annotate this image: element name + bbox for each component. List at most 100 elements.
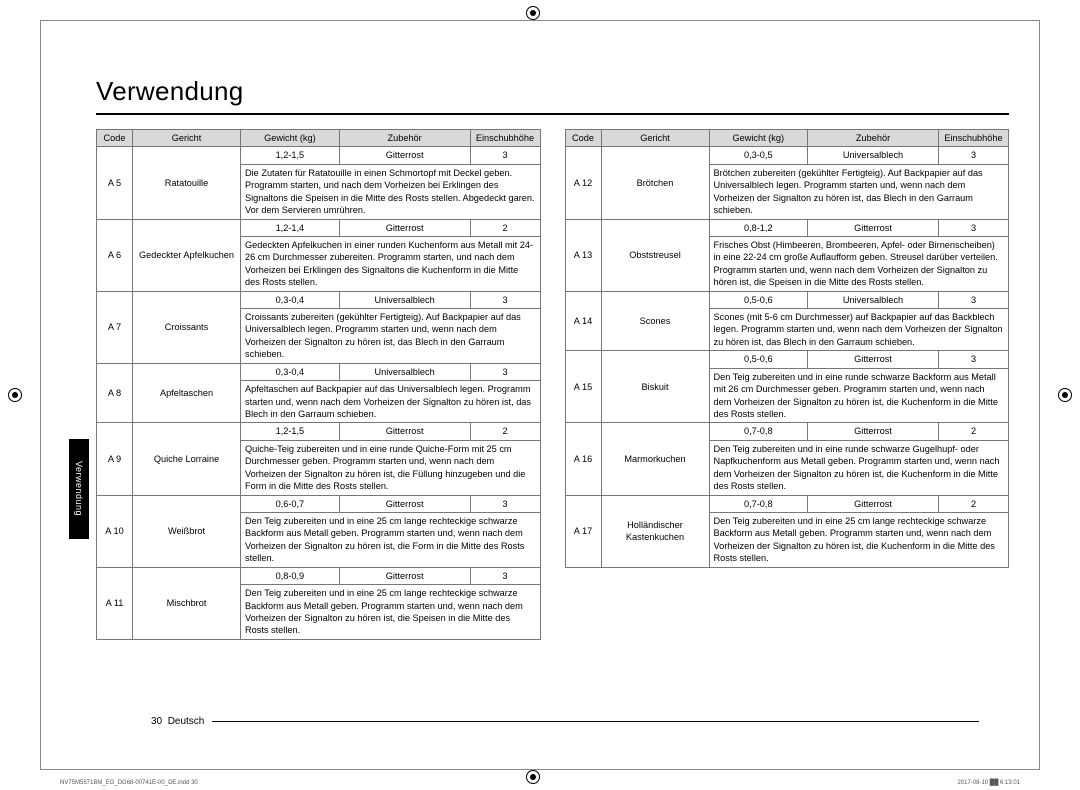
cell-code: A 10	[97, 495, 133, 567]
cell-description: Brötchen zubereiten (gekühlter Fertigtei…	[709, 164, 1009, 219]
cell-description: Croissants zubereiten (gekühlter Fertigt…	[241, 309, 541, 364]
cell-description: Frisches Obst (Himbeeren, Brombeeren, Ap…	[709, 236, 1009, 291]
cell-weight: 0,5-0,6	[709, 291, 808, 308]
cell-dish: Brötchen	[601, 147, 709, 219]
cell-dish: Weißbrot	[133, 495, 241, 567]
cell-description: Scones (mit 5-6 cm Durchmesser) auf Back…	[709, 309, 1009, 351]
cell-description: Quiche-Teig zubereiten und in eine runde…	[241, 440, 541, 495]
cell-accessory: Gitterrost	[808, 219, 939, 236]
cell-code: A 14	[565, 291, 601, 351]
th-accessory: Zubehör	[339, 130, 470, 147]
cell-weight: 1,2-1,5	[241, 423, 340, 440]
cell-accessory: Gitterrost	[339, 219, 470, 236]
cell-weight: 1,2-1,4	[241, 219, 340, 236]
cell-description: Die Zutaten für Ratatouille in einen Sch…	[241, 164, 541, 219]
th-code: Code	[565, 130, 601, 147]
two-column-layout: Code Gericht Gewicht (kg) Zubehör Einsch…	[96, 129, 1009, 640]
recipe-table-left: Code Gericht Gewicht (kg) Zubehör Einsch…	[96, 129, 541, 640]
cell-level: 3	[470, 495, 540, 512]
cell-level: 3	[939, 351, 1009, 368]
th-weight: Gewicht (kg)	[709, 130, 808, 147]
cell-description: Gedeckten Apfelkuchen in einer runden Ku…	[241, 236, 541, 291]
indd-filename: NV75M5571BM_EG_DG68-00741E-00_DE.indd 30	[60, 780, 198, 786]
cell-accessory: Gitterrost	[339, 567, 470, 584]
cell-code: A 12	[565, 147, 601, 219]
cell-dish: Ratatouille	[133, 147, 241, 219]
cell-level: 2	[939, 423, 1009, 440]
title-rule	[96, 113, 1009, 115]
crop-mark-icon	[1058, 388, 1072, 402]
cell-weight: 0,7-0,8	[709, 495, 808, 512]
right-column: Code Gericht Gewicht (kg) Zubehör Einsch…	[565, 129, 1010, 640]
cell-code: A 9	[97, 423, 133, 495]
cell-description: Den Teig zubereiten und in eine runde sc…	[709, 368, 1009, 423]
cell-accessory: Gitterrost	[339, 423, 470, 440]
cell-dish: Quiche Lorraine	[133, 423, 241, 495]
cell-weight: 0,8-1,2	[709, 219, 808, 236]
cell-description: Den Teig zubereiten und in eine 25 cm la…	[241, 585, 541, 640]
cell-code: A 6	[97, 219, 133, 291]
cell-level: 3	[470, 363, 540, 380]
side-tab: Verwendung	[69, 439, 89, 539]
cell-description: Den Teig zubereiten und in eine 25 cm la…	[709, 512, 1009, 567]
left-column: Code Gericht Gewicht (kg) Zubehör Einsch…	[96, 129, 541, 640]
cell-dish: Scones	[601, 291, 709, 351]
cell-weight: 0,8-0,9	[241, 567, 340, 584]
page-frame: Verwendung Verwendung Code Gericht Gewic…	[40, 20, 1040, 770]
cell-accessory: Universalblech	[808, 291, 939, 308]
cell-weight: 0,3-0,4	[241, 363, 340, 380]
crop-mark-icon	[8, 388, 22, 402]
cell-level: 3	[939, 291, 1009, 308]
cell-dish: Biskuit	[601, 351, 709, 423]
cell-level: 3	[470, 147, 540, 164]
cell-accessory: Gitterrost	[808, 495, 939, 512]
cell-dish: Apfeltaschen	[133, 363, 241, 423]
cell-description: Den Teig zubereiten und in eine 25 cm la…	[241, 512, 541, 567]
cell-code: A 15	[565, 351, 601, 423]
cell-code: A 11	[97, 567, 133, 639]
th-level: Einschubhöhe	[470, 130, 540, 147]
th-weight: Gewicht (kg)	[241, 130, 340, 147]
cell-code: A 16	[565, 423, 601, 495]
cell-accessory: Gitterrost	[808, 351, 939, 368]
page-title: Verwendung	[96, 76, 1009, 107]
th-accessory: Zubehör	[808, 130, 939, 147]
cell-dish: Marmorkuchen	[601, 423, 709, 495]
cell-level: 2	[939, 495, 1009, 512]
cell-weight: 0,3-0,4	[241, 291, 340, 308]
export-timestamp: 2017-08-10 ██ 6:13:01	[957, 780, 1020, 786]
cell-weight: 0,5-0,6	[709, 351, 808, 368]
footer-rule	[212, 721, 979, 722]
cell-level: 3	[939, 219, 1009, 236]
cell-accessory: Gitterrost	[339, 147, 470, 164]
page-number: 30	[151, 716, 162, 727]
cell-level: 3	[470, 291, 540, 308]
cell-weight: 0,3-0,5	[709, 147, 808, 164]
th-dish: Gericht	[601, 130, 709, 147]
cell-level: 2	[470, 219, 540, 236]
page-footer: 30 Deutsch	[151, 716, 979, 727]
cell-level: 3	[939, 147, 1009, 164]
cell-code: A 7	[97, 291, 133, 363]
cell-code: A 13	[565, 219, 601, 291]
cell-accessory: Gitterrost	[339, 495, 470, 512]
cell-accessory: Universalblech	[339, 363, 470, 380]
cell-accessory: Universalblech	[339, 291, 470, 308]
cell-dish: Obststreusel	[601, 219, 709, 291]
cell-dish: Mischbrot	[133, 567, 241, 639]
th-code: Code	[97, 130, 133, 147]
cell-accessory: Gitterrost	[808, 423, 939, 440]
th-dish: Gericht	[133, 130, 241, 147]
cell-weight: 0,6-0,7	[241, 495, 340, 512]
imprint-bar: NV75M5571BM_EG_DG68-00741E-00_DE.indd 30…	[60, 780, 1020, 786]
cell-accessory: Universalblech	[808, 147, 939, 164]
cell-code: A 17	[565, 495, 601, 567]
th-level: Einschubhöhe	[939, 130, 1009, 147]
content-area: Verwendung Code Gericht Gewicht (kg) Zub…	[96, 76, 1009, 739]
cell-weight: 0,7-0,8	[709, 423, 808, 440]
language-label: Deutsch	[168, 716, 205, 727]
cell-description: Apfeltaschen auf Backpapier auf das Univ…	[241, 381, 541, 423]
cell-description: Den Teig zubereiten und in eine runde sc…	[709, 440, 1009, 495]
cell-weight: 1,2-1,5	[241, 147, 340, 164]
cell-code: A 5	[97, 147, 133, 219]
